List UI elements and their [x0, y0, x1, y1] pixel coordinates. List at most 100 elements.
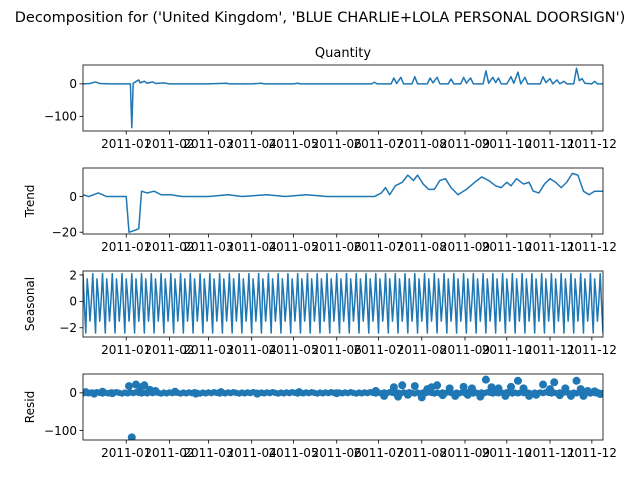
panel-resid-point	[398, 381, 407, 390]
panel-resid-point	[171, 387, 180, 396]
panel-seasonal-xtick-label: 2011-03	[183, 343, 233, 357]
panel-seasonal-xtick-label: 2011-06	[312, 343, 362, 357]
panel-trend-xtick-label: 2011-06	[312, 240, 362, 254]
panel-resid-point	[451, 391, 460, 400]
panel-trend-xtick-label: 2011-01	[101, 240, 151, 254]
panel-resid-point	[550, 378, 559, 387]
panel-observed-xtick-label: 2011-10	[482, 137, 532, 151]
panel-resid-point	[151, 386, 160, 395]
panel-seasonal-xtick-label: 2011-10	[482, 343, 532, 357]
panel-resid-point	[394, 392, 403, 401]
panel-resid-point	[519, 384, 528, 393]
panel-observed-frame	[82, 64, 604, 132]
panel-resid-point	[125, 382, 134, 391]
panel-resid-point	[433, 381, 442, 390]
panel-resid-xtick-label: 2011-01	[101, 446, 151, 460]
panel-observed-xtick-label: 2011-03	[183, 137, 233, 151]
panel-observed-xtick-label: 2011-04	[227, 137, 277, 151]
panel-resid-xtick-label: 2011-11	[525, 446, 575, 460]
panel-observed-xtick-label: 2011-02	[144, 137, 194, 151]
panel-resid-xtick-label: 2011-05	[268, 446, 318, 460]
panel-resid-point	[506, 382, 515, 391]
panel-resid-point	[463, 390, 472, 399]
panel-seasonal-xtick-label: 2011-04	[227, 343, 277, 357]
panel-trend-ytick-label: 0	[69, 190, 77, 204]
panel-resid-point	[583, 386, 592, 395]
panel-resid-point	[476, 392, 485, 401]
panel-resid-point	[403, 390, 412, 399]
panel-resid-point	[481, 375, 490, 384]
panel-resid-point	[525, 391, 534, 400]
panel-resid-marks	[83, 375, 603, 440]
panel-trend-ylabel: Trend	[23, 185, 37, 219]
panel-resid-xtick-label: 2011-02	[144, 446, 194, 460]
panel-trend-xtick-label: 2011-11	[525, 240, 575, 254]
panel-resid-point	[566, 391, 575, 400]
panel-observed-xtick-label: 2011-06	[312, 137, 362, 151]
panel-trend-xtick-label: 2011-08	[397, 240, 447, 254]
panel-observed-xtick-label: 2011-05	[268, 137, 318, 151]
panel-trend-frame	[82, 167, 604, 235]
panel-resid-point	[596, 389, 603, 398]
panel-resid-xtick-label: 2011-09	[440, 446, 490, 460]
panel-resid-point	[389, 383, 398, 392]
panel-observed-xtick-label: 2011-01	[101, 137, 151, 151]
panel-trend-xtick-label: 2011-04	[227, 240, 277, 254]
panel-seasonal-xtick-label: 2011-05	[268, 343, 318, 357]
panel-resid-frame	[82, 373, 604, 441]
panel-resid-point	[576, 385, 585, 394]
panel-resid-ytick-label: 0	[69, 386, 77, 400]
panel-resid-xtick-label: 2011-06	[312, 446, 362, 460]
panel-resid-point	[140, 381, 149, 390]
panel-resid-point	[487, 383, 496, 392]
panel-resid-point	[501, 391, 510, 400]
panel-trend-marks	[83, 172, 603, 233]
panel-seasonal-ytick-label: −2	[59, 321, 77, 335]
panel-resid-point	[572, 376, 581, 385]
panel-seasonal-ylabel: Seasonal	[23, 277, 37, 331]
panel-trend-xtick-label: 2011-05	[268, 240, 318, 254]
panels: Quantity0−1002011-012011-022011-032011-0…	[23, 46, 617, 460]
figure-suptitle: Decomposition for ('United Kingdom', 'BL…	[15, 10, 625, 26]
panel-trend-xtick-label: 2011-12	[567, 240, 617, 254]
panel-trend-xtick-label: 2011-10	[482, 240, 532, 254]
panel-resid-point	[191, 389, 200, 398]
panel-observed-xtick-label: 2011-11	[525, 137, 575, 151]
panel-observed-ytick-label: 0	[69, 77, 77, 91]
panel-resid-point	[127, 433, 136, 440]
panel-observed-title: Quantity	[315, 46, 371, 61]
panel-seasonal-xtick-label: 2011-01	[101, 343, 151, 357]
panel-resid-point	[410, 382, 419, 391]
panel-resid-point	[108, 389, 117, 398]
panel-observed-xtick-label: 2011-12	[567, 137, 617, 151]
panel-resid-point	[438, 391, 447, 400]
panel-resid-point	[417, 393, 426, 402]
panel-trend-xtick-label: 2011-03	[183, 240, 233, 254]
panel-seasonal-frame	[82, 270, 604, 338]
panel-trend-xtick-label: 2011-02	[144, 240, 194, 254]
panel-resid-point	[513, 376, 522, 385]
panel-resid-point	[90, 389, 99, 398]
panel-resid: Resid 0−1002011-012011-022011-032011-0420…	[23, 373, 617, 460]
panel-seasonal-ytick-label: 0	[69, 295, 77, 309]
panel-trend-xtick-label: 2011-09	[440, 240, 490, 254]
panel-resid-point	[555, 391, 564, 400]
panel-seasonal-xtick-label: 2011-07	[353, 343, 403, 357]
panel-observed-xtick-label: 2011-08	[397, 137, 447, 151]
panel-seasonal-xtick-label: 2011-09	[440, 343, 490, 357]
panel-resid-xtick-label: 2011-08	[397, 446, 447, 460]
panel-observed-marks	[83, 67, 603, 129]
panel-resid-point	[459, 382, 468, 391]
panel-observed-ytick-label: −100	[44, 110, 77, 124]
panel-seasonal-xtick-label: 2011-11	[525, 343, 575, 357]
panel-resid-point	[532, 390, 541, 399]
panel-resid-point	[467, 384, 476, 393]
panel-seasonal-xtick-label: 2011-12	[567, 343, 617, 357]
panel-resid-xtick-label: 2011-04	[227, 446, 277, 460]
panel-resid-point	[332, 389, 341, 398]
panel-trend-ytick-label: −20	[52, 226, 77, 240]
panel-trend-series-line	[83, 172, 603, 233]
panel-resid-xtick-label: 2011-07	[353, 446, 403, 460]
panel-resid-point	[561, 384, 570, 393]
panel-seasonal-series-line	[83, 272, 603, 334]
